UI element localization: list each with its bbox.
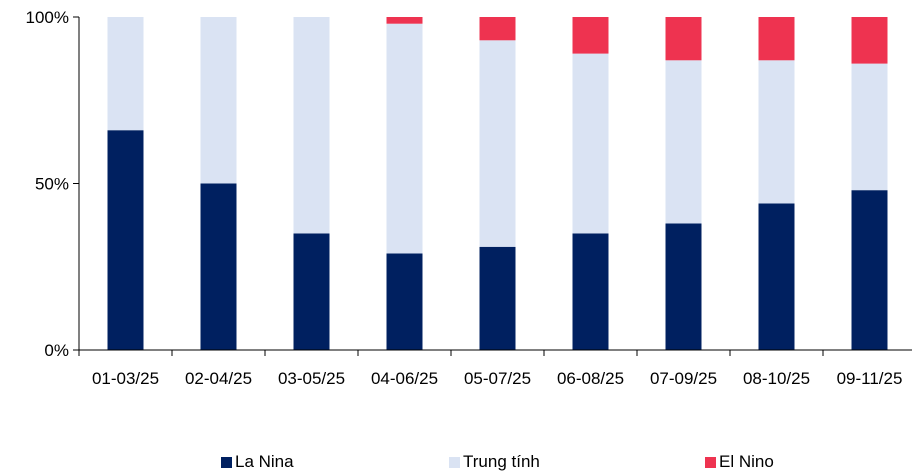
bar-la-nina-0 bbox=[107, 130, 144, 350]
legend-item-el-nino: El Nino bbox=[705, 452, 774, 472]
bar-trung-t-nh-2 bbox=[293, 17, 330, 234]
bar-trung-t-nh-0 bbox=[107, 17, 144, 131]
bar-el-nino-6 bbox=[665, 17, 702, 61]
bar-la-nina-5 bbox=[572, 233, 609, 350]
x-category-label: 07-09/25 bbox=[650, 369, 717, 388]
legend-label-trung-tinh: Trung tính bbox=[463, 452, 540, 471]
bar-trung-t-nh-7 bbox=[758, 60, 795, 204]
bar-la-nina-8 bbox=[851, 190, 888, 350]
bar-trung-t-nh-6 bbox=[665, 60, 702, 224]
y-tick-label: 50% bbox=[35, 175, 69, 194]
bar-la-nina-1 bbox=[200, 183, 237, 350]
bars bbox=[107, 17, 888, 350]
x-category-label: 03-05/25 bbox=[278, 369, 345, 388]
x-category-label: 02-04/25 bbox=[185, 369, 252, 388]
bar-trung-t-nh-5 bbox=[572, 53, 609, 234]
legend: La Nina Trung tính El Nino bbox=[0, 452, 912, 474]
bar-trung-t-nh-1 bbox=[200, 17, 237, 184]
bar-la-nina-6 bbox=[665, 223, 702, 350]
bar-trung-t-nh-3 bbox=[386, 23, 423, 254]
bar-el-nino-7 bbox=[758, 17, 795, 61]
bar-el-nino-8 bbox=[851, 17, 888, 64]
x-category-label: 06-08/25 bbox=[557, 369, 624, 388]
bar-la-nina-7 bbox=[758, 203, 795, 350]
x-category-label: 09-11/25 bbox=[837, 369, 903, 388]
legend-label-el-nino: El Nino bbox=[719, 452, 774, 471]
bar-el-nino-4 bbox=[479, 17, 516, 41]
bar-trung-t-nh-4 bbox=[479, 40, 516, 247]
bar-la-nina-2 bbox=[293, 233, 330, 350]
y-tick-label: 100% bbox=[26, 8, 69, 27]
y-ticks: 0% 50% 100% bbox=[26, 8, 79, 360]
legend-label-la-nina: La Nina bbox=[235, 452, 294, 471]
x-category-label: 01-03/25 bbox=[92, 369, 159, 388]
y-tick-label: 0% bbox=[44, 341, 69, 360]
bar-trung-t-nh-8 bbox=[851, 63, 888, 191]
legend-swatch-la-nina bbox=[221, 456, 232, 468]
bar-la-nina-3 bbox=[386, 253, 423, 350]
bar-la-nina-4 bbox=[479, 246, 516, 350]
legend-item-la-nina: La Nina bbox=[221, 452, 294, 472]
legend-swatch-trung-tinh bbox=[449, 456, 460, 468]
x-category-label: 04-06/25 bbox=[371, 369, 438, 388]
x-ticks: 01-03/25 02-04/25 03-05/25 04-06/25 05-07/25… bbox=[78, 350, 903, 388]
bar-el-nino-3 bbox=[386, 17, 423, 24]
legend-item-trung-tinh: Trung tính bbox=[449, 452, 540, 472]
legend-swatch-el-nino bbox=[705, 456, 716, 468]
x-category-label: 05-07/25 bbox=[464, 369, 531, 388]
bar-el-nino-5 bbox=[572, 17, 609, 54]
x-category-label: 08-10/25 bbox=[743, 369, 810, 388]
